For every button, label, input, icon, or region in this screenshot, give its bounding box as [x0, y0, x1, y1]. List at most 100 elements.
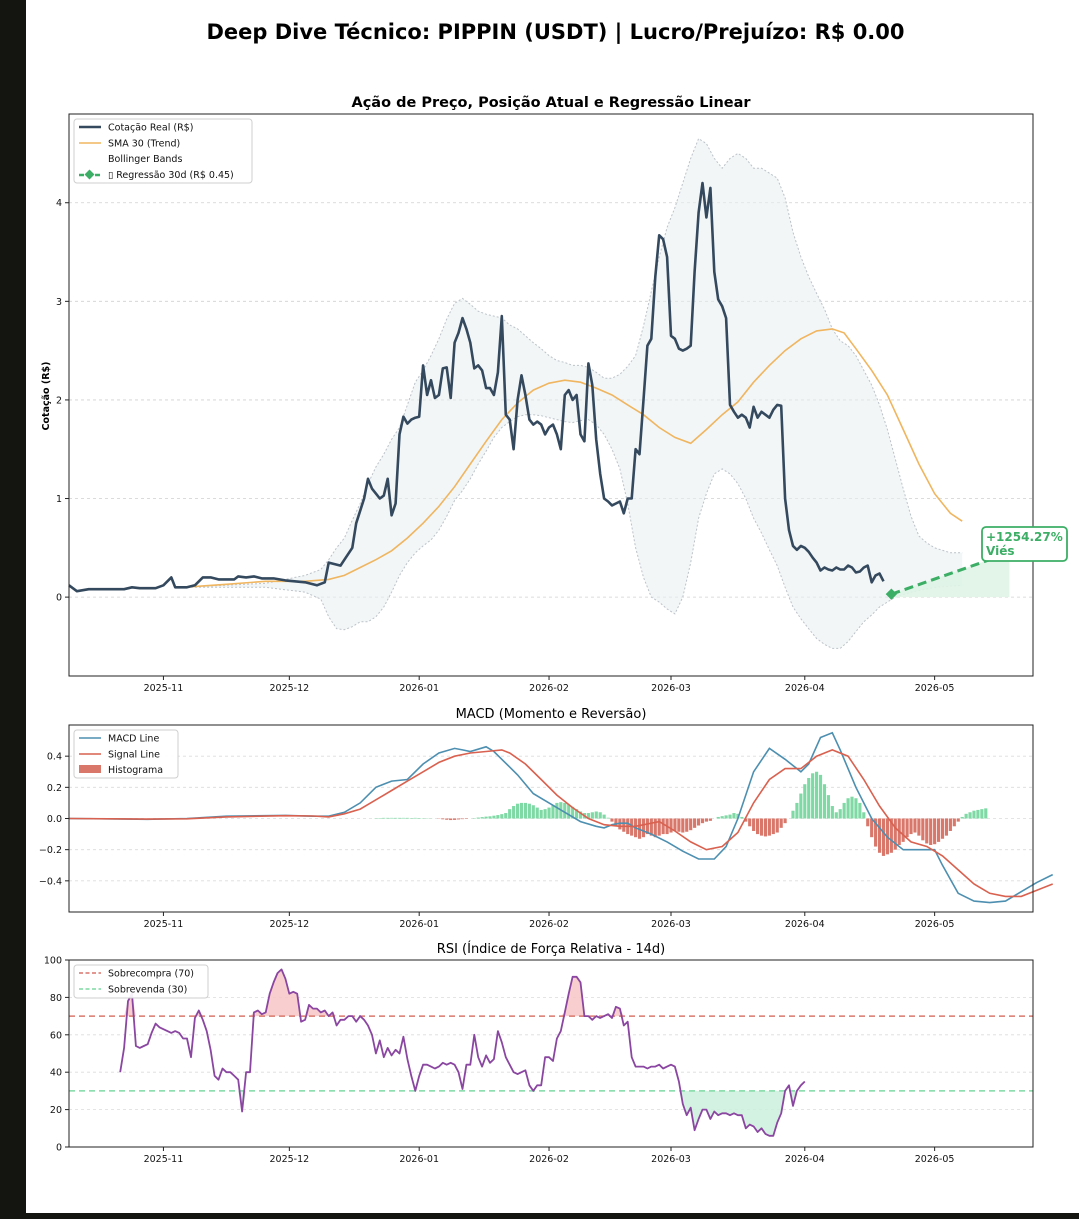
macd-x-axis: 2025-11 2025-12 2026-01 2026-02 2026-03 2026-… — [144, 912, 954, 930]
rsi-y-tick-label: 0 — [56, 1143, 62, 1154]
histogram-bar — [575, 809, 579, 819]
oversold-fill — [120, 1090, 805, 1136]
rsi-y-axis: 0 20 40 60 80 100 — [44, 956, 69, 1154]
histogram-bar — [641, 818, 646, 838]
histogram-bar — [704, 818, 708, 822]
histogram-bar — [877, 818, 882, 853]
histogram-bar — [555, 802, 559, 819]
price-y-tick-label: 2 — [56, 395, 62, 406]
price-legend-box — [73, 118, 253, 184]
histogram-bar — [590, 812, 594, 819]
histogram-bar — [551, 805, 555, 819]
histogram-bar — [870, 818, 874, 838]
histogram-bar — [504, 813, 508, 819]
price-x-tick-label: 2026-04 — [785, 683, 825, 694]
macd-x-tick-label: 2026-04 — [785, 919, 825, 930]
histogram-bar — [933, 818, 937, 845]
histogram-bar — [783, 818, 787, 824]
histogram-bar — [771, 818, 775, 835]
histogram-bar — [563, 802, 567, 819]
rsi-x-tick-label: 2026-01 — [399, 1154, 439, 1165]
price-axes-frame — [68, 113, 1034, 677]
annotation-percent: +1254.27% — [986, 530, 1063, 544]
macd-x-tick-label: 2026-03 — [651, 919, 691, 930]
rsi-x-tick-label: 2025-11 — [144, 1154, 184, 1165]
histogram-bar — [826, 795, 830, 819]
histogram-bar — [732, 813, 736, 819]
histogram-bar — [401, 817, 406, 819]
figure-sheet: Deep Dive Técnico: PIPPIN (USDT) | Lucro… — [26, 0, 1079, 1213]
histogram-bar — [815, 771, 819, 819]
histogram-bar — [740, 816, 744, 819]
legend-histogram-label: Histograma — [108, 765, 163, 776]
figure: Ação de Preço, Posição Atual e Regressão… — [39, 95, 1068, 1165]
histogram-bar — [944, 818, 949, 836]
histogram-bar — [779, 818, 783, 828]
histogram-bar — [689, 818, 693, 831]
regression-annotation: +1254.27% Viés — [981, 526, 1068, 562]
histogram-bar — [685, 818, 689, 832]
histogram-bar — [543, 809, 547, 819]
histogram-bar — [661, 818, 665, 835]
histogram-bar — [453, 818, 457, 820]
rsi-line — [119, 968, 806, 1137]
macd-chart-title: MACD (Momento e Reversão) — [456, 707, 647, 722]
histogram-bar — [496, 815, 500, 819]
histogram-bar — [748, 818, 752, 827]
histogram-bar — [693, 818, 697, 828]
price-x-tick-label: 2025-11 — [144, 683, 184, 694]
sma-line — [183, 328, 963, 589]
histogram-bar — [909, 818, 913, 835]
histogram-bar — [476, 817, 480, 819]
rsi-y-tick-label: 100 — [44, 956, 62, 967]
histogram-bar — [488, 816, 492, 819]
rsi-y-tick-label: 20 — [50, 1105, 62, 1116]
histogram-bar — [854, 798, 858, 819]
histogram-bar — [728, 814, 732, 819]
price-plot-area — [68, 137, 1016, 649]
histogram-bar — [571, 806, 575, 819]
histogram-bar — [830, 806, 834, 819]
macd-y-axis: −0.4 −0.2 0.0 0.2 0.4 — [39, 752, 69, 887]
histogram-bar — [645, 818, 649, 835]
histogram-bar — [653, 818, 657, 838]
histogram-bar — [960, 816, 964, 819]
histogram-bar — [940, 818, 945, 839]
histogram-bar — [822, 784, 827, 819]
histogram-bar — [917, 818, 921, 836]
histogram-bar — [905, 818, 909, 838]
rsi-chart: RSI (Índice de Força Relativa - 14d) 0 20… — [44, 941, 1034, 1165]
rsi-x-tick-label: 2025-12 — [269, 1154, 309, 1165]
histogram-bar — [921, 818, 925, 841]
histogram-bar — [767, 818, 771, 836]
histogram-bar — [492, 815, 496, 819]
histogram-bar — [936, 818, 941, 842]
legend-oversold-label: Sobrevenda (30) — [108, 985, 187, 996]
legend-histogram-swatch — [79, 765, 101, 773]
rsi-legend: Sobrecompra (70) Sobrevenda (30) — [73, 964, 209, 999]
rsi-axes-frame — [68, 959, 1034, 1148]
histogram-bar — [925, 818, 929, 844]
annotation-box — [981, 526, 1068, 562]
histogram-bar — [901, 818, 905, 842]
price-y-tick-label: 4 — [56, 198, 62, 209]
legend-sma-label: SMA 30 (Trend) — [108, 139, 180, 150]
price-x-tick-label: 2026-05 — [915, 683, 955, 694]
rsi-x-tick-label: 2026-03 — [651, 1154, 691, 1165]
macd-y-tick-label: −0.2 — [39, 845, 62, 856]
histogram-bar — [390, 817, 394, 819]
histogram-bar — [669, 818, 673, 833]
histogram-bar — [677, 818, 681, 832]
histogram-bar — [598, 812, 602, 819]
bollinger-upper-line — [183, 137, 963, 588]
histogram-bar — [834, 812, 838, 819]
price-y-tick-label: 1 — [56, 494, 62, 505]
price-x-tick-label: 2026-03 — [651, 683, 691, 694]
histogram-bar — [397, 817, 402, 819]
histogram-bar — [948, 818, 952, 831]
macd-grid — [69, 755, 1033, 882]
histogram-bar — [484, 816, 488, 819]
rsi-x-tick-label: 2026-05 — [915, 1154, 955, 1165]
legend-bollinger-label: Bollinger Bands — [108, 154, 182, 165]
price-chart-title: Ação de Preço, Posição Atual e Regressão… — [351, 95, 751, 111]
